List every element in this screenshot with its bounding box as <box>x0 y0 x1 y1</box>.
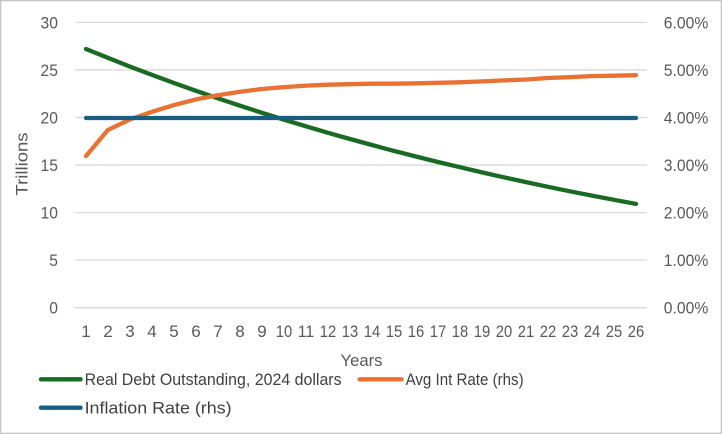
svg-text:9: 9 <box>257 322 266 341</box>
svg-text:26: 26 <box>628 322 645 341</box>
svg-text:20: 20 <box>496 322 513 341</box>
svg-text:5.00%: 5.00% <box>664 61 709 80</box>
svg-text:13: 13 <box>342 322 359 341</box>
svg-text:14: 14 <box>364 322 381 341</box>
svg-text:25: 25 <box>41 61 58 80</box>
svg-text:0.00%: 0.00% <box>664 299 709 318</box>
svg-text:10: 10 <box>276 322 293 341</box>
svg-text:Inflation Rate (rhs): Inflation Rate (rhs) <box>85 399 232 418</box>
svg-text:6.00%: 6.00% <box>664 13 709 32</box>
svg-text:Real Debt Outstanding, 2024 do: Real Debt Outstanding, 2024 dollars <box>85 370 342 389</box>
svg-text:2.00%: 2.00% <box>664 204 709 223</box>
svg-text:17: 17 <box>430 322 447 341</box>
svg-text:15: 15 <box>386 322 403 341</box>
svg-text:2: 2 <box>103 322 112 341</box>
svg-text:7: 7 <box>213 322 222 341</box>
svg-text:23: 23 <box>562 322 579 341</box>
svg-text:11: 11 <box>298 322 315 341</box>
svg-text:Years: Years <box>341 351 383 370</box>
svg-text:25: 25 <box>606 322 623 341</box>
svg-text:21: 21 <box>518 322 535 341</box>
svg-text:8: 8 <box>235 322 244 341</box>
svg-text:16: 16 <box>408 322 425 341</box>
svg-text:4.00%: 4.00% <box>664 108 709 127</box>
svg-text:12: 12 <box>320 322 337 341</box>
svg-text:5: 5 <box>169 322 178 341</box>
svg-text:18: 18 <box>452 322 469 341</box>
svg-text:0: 0 <box>49 299 58 318</box>
svg-text:1.00%: 1.00% <box>664 251 709 270</box>
svg-text:6: 6 <box>191 322 200 341</box>
svg-text:Avg Int Rate (rhs): Avg Int Rate (rhs) <box>406 370 524 389</box>
svg-text:3.00%: 3.00% <box>664 156 709 175</box>
svg-text:10: 10 <box>41 204 58 223</box>
svg-text:Trillions: Trillions <box>13 133 32 196</box>
svg-text:5: 5 <box>49 251 58 270</box>
svg-text:22: 22 <box>540 322 557 341</box>
svg-text:4: 4 <box>147 322 156 341</box>
svg-text:19: 19 <box>474 322 491 341</box>
svg-text:15: 15 <box>41 156 58 175</box>
svg-text:30: 30 <box>41 13 58 32</box>
svg-text:1: 1 <box>81 322 90 341</box>
svg-text:3: 3 <box>125 322 134 341</box>
svg-text:24: 24 <box>584 322 601 341</box>
svg-text:20: 20 <box>41 108 58 127</box>
